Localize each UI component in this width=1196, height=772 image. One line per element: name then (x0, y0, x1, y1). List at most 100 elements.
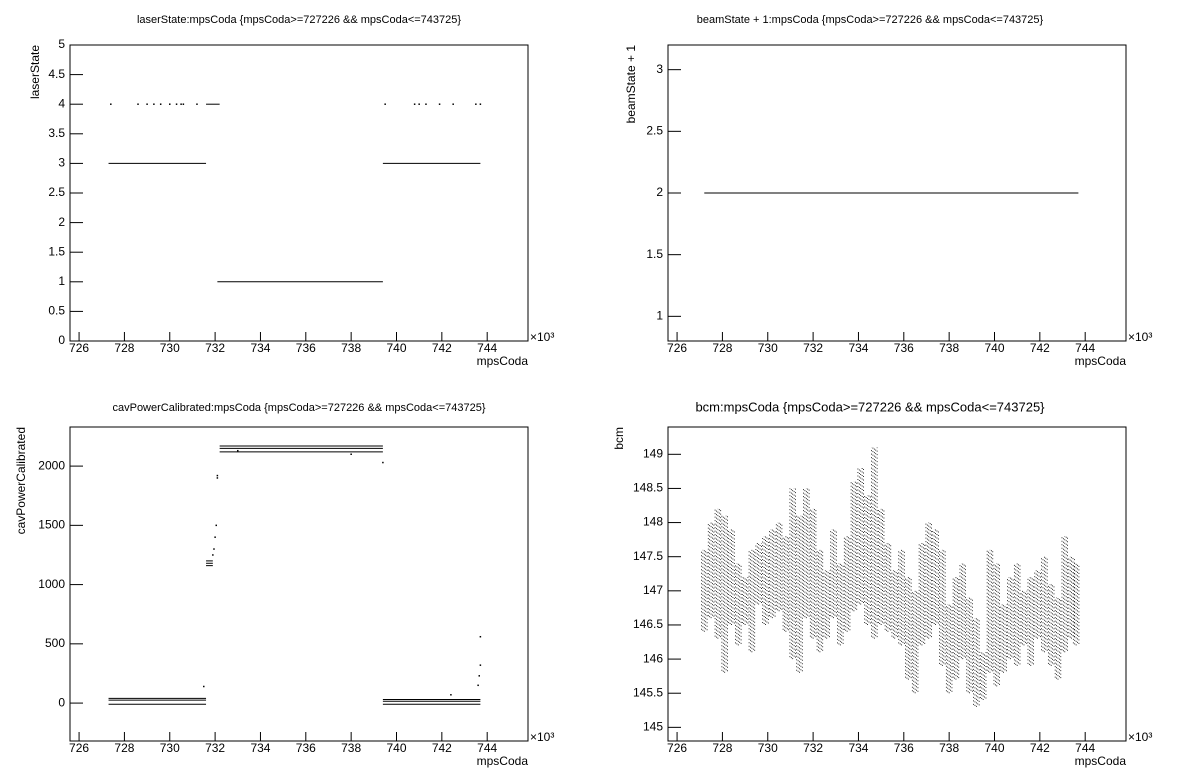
x-tick-label: 726 (667, 341, 687, 355)
x-tick-label: 732 (803, 741, 823, 755)
x-tick-label: 734 (848, 741, 868, 755)
x-tick-label: 732 (205, 341, 225, 355)
point (478, 675, 481, 677)
x-axis-label: mpsCoda (1075, 754, 1127, 768)
point (450, 694, 452, 696)
y-tick-label: 0 (58, 333, 65, 347)
x-tick-label: 732 (803, 341, 823, 355)
x-tick-label: 726 (69, 341, 89, 355)
y-axis-label: bcm (612, 427, 626, 450)
x-tick-label: 734 (250, 341, 270, 355)
point (214, 536, 216, 538)
x-tick-label: 726 (69, 741, 89, 755)
y-tick-label: 4 (58, 96, 65, 110)
chart-title: laserState:mpsCoda {mpsCoda>=727226 && m… (137, 14, 461, 26)
point (169, 103, 171, 105)
point (213, 548, 215, 550)
y-tick-label: 3 (656, 62, 663, 76)
x-tick-label: 742 (1030, 741, 1050, 755)
point (216, 474, 219, 477)
y-axis-label: beamState + 1 (624, 45, 638, 124)
y-tick-label: 146.5 (633, 617, 663, 631)
y-tick-label: 4.5 (48, 67, 65, 81)
x-tick-label: 728 (114, 341, 134, 355)
y-tick-label: 2 (58, 215, 65, 229)
x-tick-label: 740 (386, 741, 406, 755)
x-tick-label: 744 (1075, 341, 1095, 355)
y-tick-label: 149 (643, 446, 663, 460)
x-axis-label: mpsCoda (1075, 354, 1127, 368)
point (180, 103, 182, 105)
point (215, 524, 217, 527)
x-tick-label: 744 (477, 741, 497, 755)
x-tick-label: 744 (477, 341, 497, 355)
y-tick-label: 3 (58, 156, 65, 170)
plot-frame (69, 426, 529, 742)
plot-frame (667, 426, 1127, 742)
point (137, 103, 139, 105)
point (110, 103, 112, 105)
y-tick-label: 2000 (38, 458, 65, 472)
point (479, 103, 482, 105)
point (452, 103, 454, 105)
point (159, 103, 162, 105)
x-multiplier: ×10³ (530, 330, 554, 344)
y-tick-label: 2 (656, 185, 663, 199)
x-tick-label: 728 (114, 741, 134, 755)
y-tick-label: 1.5 (646, 247, 663, 261)
x-tick-label: 736 (894, 741, 914, 755)
x-multiplier: ×10³ (1128, 330, 1152, 344)
x-tick-label: 742 (432, 741, 452, 755)
x-tick-label: 736 (296, 741, 316, 755)
y-tick-label: 148.5 (633, 481, 663, 495)
x-tick-label: 728 (712, 741, 732, 755)
y-axis-label: laserState (28, 45, 42, 99)
point (479, 664, 482, 666)
x-tick-label: 740 (984, 341, 1004, 355)
x-tick-label: 738 (939, 741, 959, 755)
y-tick-label: 147 (643, 583, 663, 597)
x-tick-label: 730 (758, 741, 778, 755)
point (175, 103, 178, 105)
point (203, 685, 205, 688)
y-tick-label: 5 (58, 37, 65, 51)
point (438, 103, 441, 105)
point (196, 103, 198, 105)
y-axis-label: cavPowerCalibrated (14, 427, 28, 534)
x-tick-label: 732 (205, 741, 225, 755)
y-tick-label: 147.5 (633, 549, 663, 563)
point (384, 103, 386, 105)
y-tick-label: 2.5 (48, 185, 65, 199)
x-tick-label: 744 (1075, 741, 1095, 755)
x-tick-label: 728 (712, 341, 732, 355)
point (212, 554, 214, 556)
x-tick-label: 738 (341, 741, 361, 755)
point (425, 103, 427, 105)
x-tick-label: 742 (1030, 341, 1050, 355)
y-tick-label: 1.5 (48, 244, 65, 258)
y-tick-label: 1000 (38, 577, 65, 591)
point (479, 635, 482, 638)
point (413, 103, 416, 105)
x-tick-label: 738 (341, 341, 361, 355)
y-tick-label: 145 (643, 720, 663, 734)
x-tick-label: 730 (758, 341, 778, 355)
y-tick-label: 500 (45, 636, 65, 650)
x-tick-label: 742 (432, 341, 452, 355)
x-tick-label: 738 (939, 341, 959, 355)
x-tick-label: 740 (386, 341, 406, 355)
point (477, 684, 479, 687)
point (216, 477, 219, 479)
point (475, 103, 477, 105)
y-tick-label: 2.5 (646, 124, 663, 138)
point (182, 103, 185, 105)
chart-title: beamState + 1:mpsCoda {mpsCoda>=727226 &… (697, 14, 1044, 26)
x-multiplier: ×10³ (530, 730, 554, 744)
x-axis-label: mpsCoda (477, 754, 529, 768)
x-multiplier: ×10³ (1128, 730, 1152, 744)
y-tick-label: 3.5 (48, 126, 65, 140)
plot-frame (69, 44, 529, 342)
x-tick-label: 736 (894, 341, 914, 355)
x-tick-label: 736 (296, 341, 316, 355)
